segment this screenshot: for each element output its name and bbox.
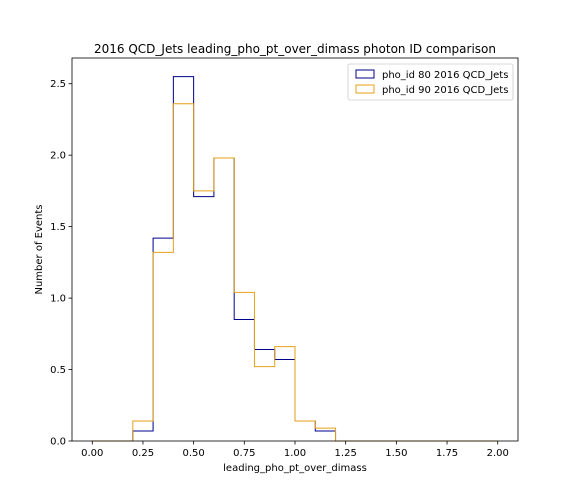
histogram-series-2	[92, 103, 498, 442]
x-tick-label: 0.50	[183, 448, 205, 459]
x-tick-label: 1.50	[385, 448, 407, 459]
y-tick-label: 2.5	[50, 79, 66, 90]
legend-label-series-2: pho_id 90 2016 QCD_Jets	[382, 85, 508, 96]
x-tick-label: 2.00	[487, 448, 509, 459]
legend-label-series-1: pho_id 80 2016 QCD_Jets	[382, 70, 508, 81]
legend-swatch-series-1	[355, 69, 375, 79]
x-axis: 0.00 0.25 0.50 0.75 1.00 1.25 1.50 1.75 2.00	[81, 441, 509, 459]
x-tick-label: 0.00	[81, 448, 103, 459]
plot-area	[92, 76, 498, 442]
x-tick-label: 0.25	[132, 448, 154, 459]
x-tick-label: 1.00	[284, 448, 306, 459]
y-tick-label: 1.0	[50, 294, 66, 305]
y-tick-label: 1.5	[50, 222, 66, 233]
y-tick-label: 2.0	[50, 151, 66, 162]
y-axis: 0.0 0.5 1.0 1.5 2.0 2.5	[50, 79, 72, 448]
y-tick-label: 0.5	[50, 365, 66, 376]
y-tick-label: 0.0	[50, 437, 66, 448]
x-axis-label: leading_pho_pt_over_dimass	[223, 463, 367, 474]
x-tick-label: 1.75	[436, 448, 458, 459]
legend-swatch-series-2	[355, 84, 375, 94]
legend: pho_id 80 2016 QCD_Jets pho_id 90 2016 Q…	[347, 63, 514, 101]
x-tick-label: 1.25	[335, 448, 357, 459]
x-tick-label: 0.75	[233, 448, 255, 459]
legend-box	[347, 63, 514, 101]
chart-title: 2016 QCD_Jets leading_pho_pt_over_dimass…	[94, 42, 496, 56]
y-axis-label: Number of Events	[34, 204, 45, 294]
